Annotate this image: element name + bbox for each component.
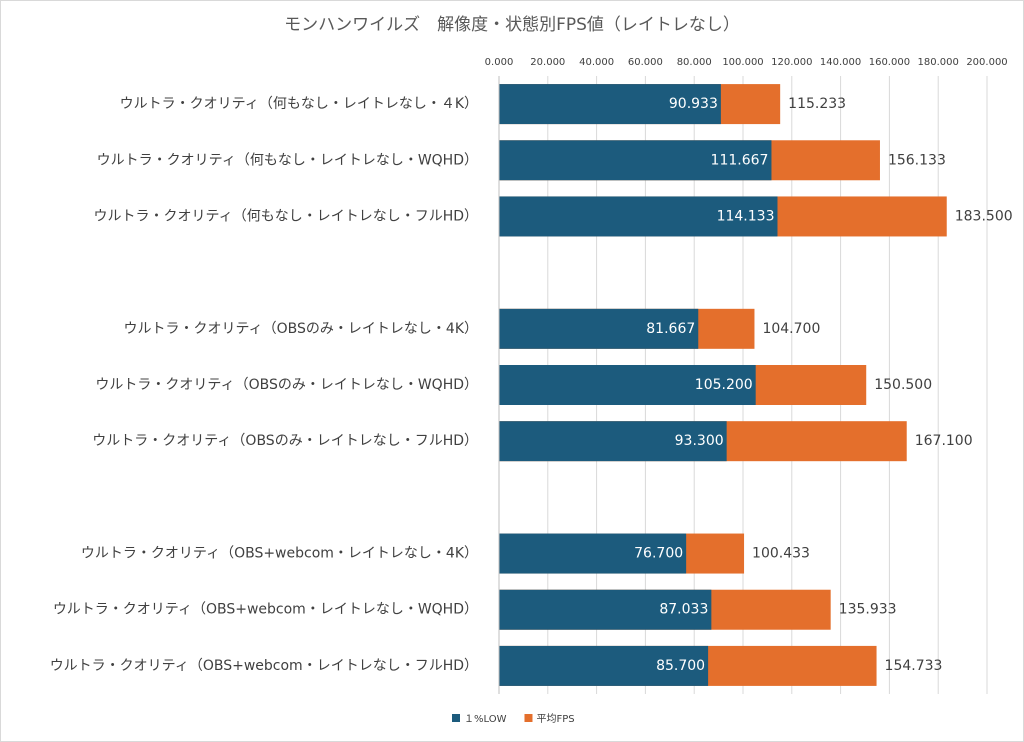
value-label: 76.700 bbox=[634, 546, 683, 562]
bar bbox=[499, 533, 687, 574]
value-label: 90.933 bbox=[669, 96, 718, 112]
legend-swatch bbox=[452, 714, 460, 722]
chart-title: モンハンワイルズ 解像度・状態別FPS値（レイトレなし） bbox=[284, 15, 740, 35]
value-label: 135.933 bbox=[839, 602, 897, 618]
x-tick-label: 40.000 bbox=[579, 57, 614, 68]
y-tick-label: ウルトラ・クオリティ（何もなし・レイトレなし・フルHD） bbox=[94, 208, 478, 224]
x-tick-label: 140.000 bbox=[820, 57, 861, 68]
bar bbox=[499, 196, 778, 237]
value-label: 81.667 bbox=[646, 321, 695, 337]
value-label: 105.200 bbox=[695, 377, 753, 393]
bar bbox=[499, 645, 709, 686]
legend-label: １%LOW bbox=[464, 714, 507, 725]
legend-label: 平均FPS bbox=[536, 713, 574, 725]
value-label: 100.433 bbox=[752, 546, 810, 562]
value-label: 115.233 bbox=[788, 96, 846, 112]
value-label: 114.133 bbox=[717, 208, 775, 224]
value-label: 150.500 bbox=[874, 377, 932, 393]
y-tick-label: ウルトラ・クオリティ（何もなし・レイトレなし・WQHD） bbox=[97, 152, 478, 168]
value-label: 154.733 bbox=[885, 658, 943, 674]
value-label: 93.300 bbox=[675, 433, 724, 449]
x-tick-label: 20.000 bbox=[530, 57, 565, 68]
y-tick-label: ウルトラ・クオリティ（OBS+webcom・レイトレなし・4K） bbox=[81, 546, 478, 562]
y-tick-label: ウルトラ・クオリティ（何もなし・レイトレなし・４K） bbox=[120, 96, 478, 112]
value-label: 183.500 bbox=[955, 208, 1013, 224]
y-tick-label: ウルトラ・クオリティ（OBS+webcom・レイトレなし・フルHD） bbox=[50, 658, 478, 674]
value-label: 87.033 bbox=[659, 602, 708, 618]
legend-swatch bbox=[524, 714, 533, 722]
x-tick-label: 180.000 bbox=[918, 57, 959, 68]
x-tick-label: 0.000 bbox=[485, 57, 514, 68]
bar bbox=[499, 421, 727, 462]
value-label: 85.700 bbox=[656, 658, 705, 674]
bar bbox=[499, 84, 721, 125]
x-tick-label: 60.000 bbox=[628, 57, 663, 68]
y-tick-label: ウルトラ・クオリティ（OBS+webcom・レイトレなし・WQHD） bbox=[53, 602, 478, 618]
x-tick-label: 100.000 bbox=[722, 57, 763, 68]
value-label: 104.700 bbox=[762, 321, 820, 337]
value-label: 167.100 bbox=[915, 433, 973, 449]
bar bbox=[499, 140, 772, 181]
bar bbox=[499, 308, 699, 349]
value-label: 111.667 bbox=[711, 152, 769, 168]
y-tick-label: ウルトラ・クオリティ（OBSのみ・レイトレなし・4K） bbox=[123, 321, 478, 337]
x-tick-label: 80.000 bbox=[677, 57, 712, 68]
x-tick-label: 120.000 bbox=[771, 57, 812, 68]
x-tick-label: 160.000 bbox=[869, 57, 910, 68]
bar bbox=[499, 589, 712, 630]
y-tick-label: ウルトラ・クオリティ（OBSのみ・レイトレなし・フルHD） bbox=[92, 433, 478, 449]
y-tick-label: ウルトラ・クオリティ（OBSのみ・レイトレなし・WQHD） bbox=[95, 377, 478, 393]
bar bbox=[499, 365, 756, 405]
x-tick-label: 200.000 bbox=[966, 57, 1007, 68]
value-label: 156.133 bbox=[888, 152, 946, 168]
